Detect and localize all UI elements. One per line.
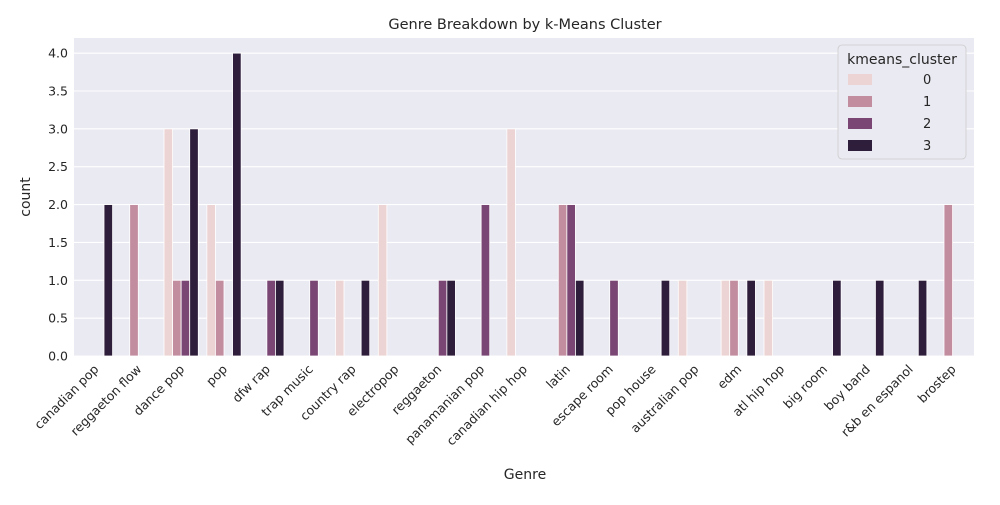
bar-latin-cluster-2 <box>566 204 576 357</box>
x-tick-label: canadian hip hop <box>443 361 530 448</box>
bar-boy-band-cluster-3 <box>875 279 885 357</box>
bar-australian-pop-cluster-0 <box>677 279 688 357</box>
bar-reggaeton-cluster-2 <box>437 279 448 357</box>
bar-panamanian-pop-cluster-2 <box>480 204 491 357</box>
bar-canadian-pop-cluster-3 <box>103 204 113 357</box>
bar-dance-pop-cluster-0 <box>163 128 173 357</box>
bar-canadian-hip-hop-cluster-0 <box>506 128 516 357</box>
bar-dance-pop-cluster-3 <box>189 128 199 357</box>
bar-big-room-cluster-3 <box>832 279 842 357</box>
bar-edm-cluster-3 <box>746 279 756 357</box>
legend-label: 0 <box>923 73 931 88</box>
legend-label: 3 <box>923 139 931 154</box>
bar-country-rap-cluster-0 <box>335 279 345 357</box>
bar-reggaeton-cluster-3 <box>446 279 456 357</box>
legend-label: 1 <box>923 95 931 110</box>
bar-latin-cluster-3 <box>575 279 585 357</box>
bar-r-b-en-espanol-cluster-3 <box>917 279 928 357</box>
y-tick-label: 2.0 <box>48 197 68 212</box>
y-tick-label: 2.5 <box>48 159 68 174</box>
y-tick-label: 4.0 <box>48 46 68 61</box>
bar-country-rap-cluster-3 <box>360 279 371 357</box>
x-tick-label: edm <box>714 362 744 392</box>
legend-box <box>837 44 967 160</box>
bar-pop-cluster-0 <box>206 204 216 357</box>
bar-pop-cluster-3 <box>232 52 242 357</box>
bar-dfw-rap-cluster-2 <box>266 279 276 357</box>
legend-swatch <box>848 140 872 151</box>
bar-dance-pop-cluster-2 <box>180 279 191 357</box>
bar-edm-cluster-0 <box>720 279 731 357</box>
legend-label: 2 <box>923 117 931 132</box>
legend-items: 0 1 2 3 <box>848 73 931 154</box>
bar-reggaeton-flow-cluster-1 <box>129 204 139 357</box>
x-tick-label: brostep <box>914 361 958 405</box>
bar-pop-cluster-1 <box>215 279 225 357</box>
y-axis-ticks: 0.0 0.5 1.0 1.5 2.0 2.5 3.0 3.5 4.0 <box>48 46 68 364</box>
legend-swatch <box>848 74 872 85</box>
legend-swatch <box>848 96 872 107</box>
x-tick-label: panamanian pop <box>402 361 487 446</box>
legend-swatch <box>848 118 872 129</box>
bar-dance-pop-cluster-1 <box>172 279 182 357</box>
y-tick-label: 3.5 <box>48 84 68 99</box>
bar-dfw-rap-cluster-3 <box>275 279 285 357</box>
legend-title: kmeans_cluster <box>847 52 957 68</box>
y-tick-label: 0.5 <box>48 311 68 326</box>
bar-escape-room-cluster-2 <box>609 279 619 357</box>
y-tick-label: 0.0 <box>48 349 68 364</box>
x-tick-label: latin <box>543 362 573 392</box>
bar-latin-cluster-1 <box>557 204 568 357</box>
bars <box>103 52 953 357</box>
chart-title: Genre Breakdown by k-Means Cluster <box>388 17 661 33</box>
y-axis-label: count <box>18 177 34 217</box>
x-tick-label: dfw rap <box>229 361 273 405</box>
bar-atl-hip-hop-cluster-0 <box>763 279 773 357</box>
bar-edm-cluster-1 <box>729 279 739 357</box>
y-tick-label: 1.0 <box>48 273 68 288</box>
y-tick-label: 3.0 <box>48 121 68 136</box>
legend: kmeans_cluster 0 1 2 3 <box>837 44 967 160</box>
y-tick-label: 1.5 <box>48 235 68 250</box>
x-axis-label: Genre <box>504 467 546 483</box>
bar-pop-house-cluster-3 <box>660 279 671 357</box>
bar-brostep-cluster-1 <box>943 204 953 357</box>
x-tick-label: pop <box>203 361 230 388</box>
bar-electropop-cluster-0 <box>377 204 388 357</box>
bar-trap-music-cluster-2 <box>309 279 319 357</box>
